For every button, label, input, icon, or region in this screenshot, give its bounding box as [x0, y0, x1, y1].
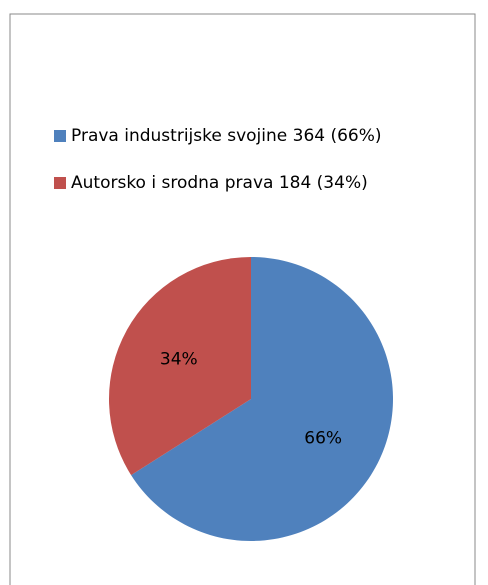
legend-swatch: [54, 130, 66, 142]
pie-slice: [131, 257, 393, 542]
pie-slice: [108, 257, 251, 476]
data-label: 34%: [160, 349, 198, 369]
legend-label: Autorsko i srodna prava 184 (34%): [71, 173, 368, 193]
legend-label: Prava industrijske svojine 364 (66%): [71, 126, 382, 146]
legend-swatch: [54, 177, 66, 189]
data-label: 66%: [304, 429, 342, 449]
